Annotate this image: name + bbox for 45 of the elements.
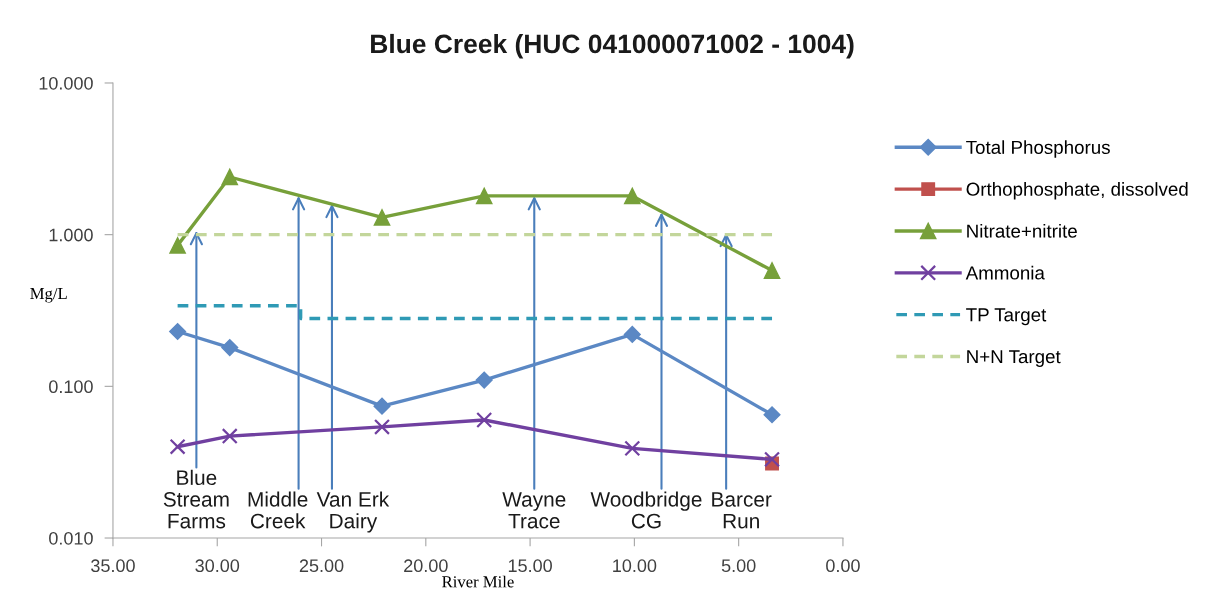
y-tick-label: 0.010 [49, 531, 93, 545]
legend-label: Orthophosphate, dissolved [966, 182, 1188, 200]
point [373, 418, 391, 435]
point [475, 371, 493, 389]
y-axis-title: Mg/L [30, 288, 67, 303]
point [169, 237, 186, 254]
annotation: Blue Stream Farms [163, 469, 229, 529]
y-tick-label: 1.000 [49, 228, 93, 242]
point [475, 187, 493, 205]
point [169, 438, 186, 455]
point [623, 325, 641, 343]
x-tick-label: 5.00 [721, 559, 756, 573]
x-tick-label: 35.00 [91, 559, 135, 573]
x-tick-label: 10.00 [613, 559, 657, 573]
x-tick-label: 0.00 [826, 559, 860, 573]
point [476, 411, 493, 429]
x-tick-label: 20.00 [404, 559, 448, 573]
legend-label: Nitrate+nitrite [967, 223, 1077, 238]
point [221, 339, 239, 357]
point [221, 168, 239, 186]
legend-label: Ammonia [965, 265, 1045, 280]
chart-title: Blue Creek (HUC 041000071002 - 1004) [371, 33, 854, 59]
point [763, 451, 781, 468]
point [623, 187, 641, 205]
point [373, 209, 391, 226]
point [373, 397, 391, 415]
annotation: Barcer Run [712, 492, 772, 529]
point [169, 322, 187, 341]
point [624, 440, 641, 457]
legend-label: TP Target [966, 308, 1047, 326]
annotation: Wayne Trace [502, 492, 566, 529]
x-tick-label: 25.00 [299, 559, 344, 573]
annotation: Van Erk Dairy [316, 491, 390, 533]
point [763, 262, 781, 279]
y-tick-label: 0.100 [49, 380, 93, 394]
legend-label: Total Phosphorus [966, 140, 1110, 158]
y-tick-label: 10.000 [39, 76, 93, 90]
x-axis-title: River Mile [442, 575, 514, 588]
annotation: Middle Creek [248, 491, 308, 529]
annotation: Woodbridge CG [590, 491, 702, 529]
x-tick-label: 30.00 [195, 559, 240, 573]
point [763, 406, 781, 424]
point [221, 428, 238, 445]
x-tick-label: 15.00 [508, 559, 552, 573]
legend-label: N+N Target [967, 350, 1061, 367]
